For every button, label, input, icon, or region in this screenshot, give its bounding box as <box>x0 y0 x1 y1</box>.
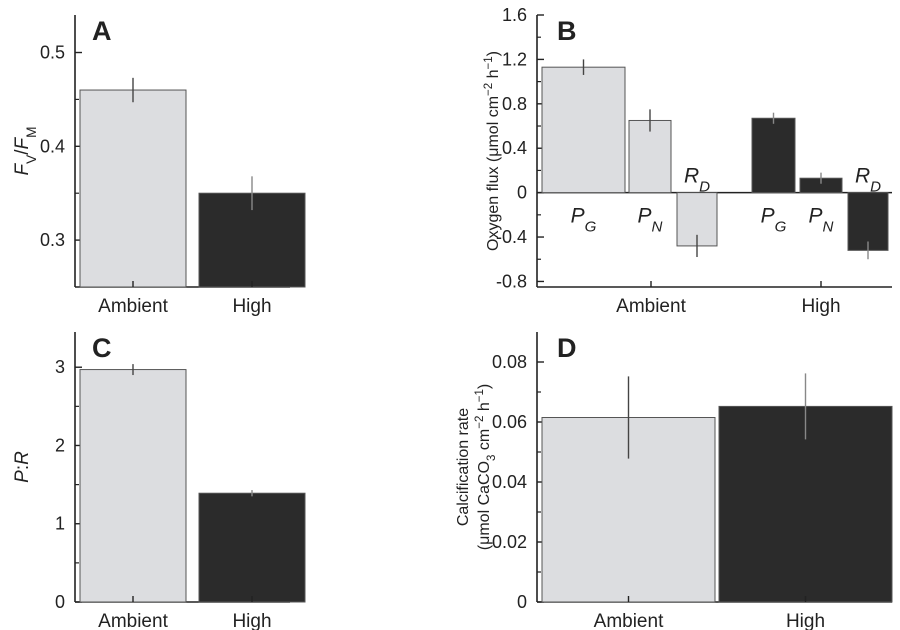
y-axis-label-part: ) <box>485 51 502 56</box>
bar-label-part: P <box>638 205 652 228</box>
bar-ambient-pg <box>541 66 626 194</box>
bar-ambient <box>79 369 187 603</box>
y-tick-label: 1 <box>55 514 65 534</box>
x-category-label: Ambient <box>98 296 168 317</box>
y-tick-label: 1.2 <box>502 49 527 69</box>
y-tick-label: -0.8 <box>496 271 527 291</box>
y-tick-label: 0.4 <box>502 138 527 158</box>
bar-label-part: G <box>775 218 787 235</box>
chart-panel-c: 0 1 2 3 C P:R Ambient High <box>12 332 306 630</box>
y-axis-label-line-part: 3 <box>486 455 498 461</box>
y-axis-label-line-part: −2 <box>474 416 486 429</box>
y-axis-label: Oxygen flux (μmol cm−2 h−1) <box>483 51 502 251</box>
chart-panel-b: -0.8 -0.4 0 0.4 0.8 1.2 1.6 B Oxygen flux (μmol … <box>483 5 892 317</box>
y-tick-label: 0.4 <box>40 136 65 156</box>
y-tick-label: 1.6 <box>502 5 527 25</box>
bar-label-part: N <box>652 218 663 235</box>
bar-label-part: P <box>809 205 823 228</box>
y-axis-label-part: P <box>12 470 33 483</box>
y-tick-label: 3 <box>55 357 65 377</box>
chart-panel-d: 0 0.02 0.04 0.06 0.08 D Calcification rate (μmo… <box>455 332 893 630</box>
y-axis-label-part: M <box>24 126 39 137</box>
bar-label-part: N <box>823 218 834 235</box>
y-axis-label-line-part: ) <box>476 384 493 389</box>
y-tick-label: 0.5 <box>40 43 65 63</box>
bar-ambient <box>79 89 187 288</box>
y-axis-label-part: Oxygen flux (μmol cm <box>485 96 502 251</box>
y-axis-label-line-part: h <box>476 402 493 415</box>
y-axis-label-line: (μmol CaCO3 cm−2 h−1) <box>474 384 498 550</box>
bar-label-part: G <box>585 218 597 235</box>
bar-label-part: R <box>855 165 870 188</box>
y-axis-label-part: F <box>12 163 33 176</box>
y-tick-label: 0.3 <box>40 230 65 250</box>
bar-label-part: D <box>699 178 710 195</box>
bar-label: RD <box>684 165 710 196</box>
bar-label: PN <box>809 205 834 236</box>
x-category-label: High <box>232 296 271 317</box>
y-tick-label: 0.08 <box>492 352 527 372</box>
x-category-label: High <box>801 296 840 317</box>
panel-letter: D <box>557 333 577 363</box>
x-category-label: Ambient <box>98 611 168 630</box>
panel-letter: A <box>92 16 112 46</box>
y-axis-label-part: R <box>12 451 33 465</box>
y-axis-label-line-part: −1 <box>474 389 486 402</box>
y-axis-label-part: −2 <box>483 83 495 96</box>
y-tick-label: 2 <box>55 435 65 455</box>
y-axis-label-line: Calcification rate <box>455 408 472 526</box>
y-axis-label-part: −1 <box>483 56 495 69</box>
y-tick-label: -0.4 <box>496 227 527 247</box>
y-tick-label: 0.8 <box>502 94 527 114</box>
x-category-label: High <box>786 611 825 630</box>
y-axis-label-part: h <box>485 69 502 82</box>
y-tick-label: 0 <box>55 592 65 612</box>
y-axis-label: P:R <box>12 451 33 483</box>
panel-letter: C <box>92 333 112 363</box>
bar-label-part: P <box>571 205 585 228</box>
y-axis-label-line-part: (μmol CaCO <box>476 461 493 550</box>
x-category-label: Ambient <box>616 296 686 317</box>
bar-label: RD <box>855 165 881 196</box>
y-axis-label-part: F <box>12 136 33 149</box>
bar-ambient-pn <box>628 119 672 194</box>
y-axis-label-part: : <box>12 465 33 470</box>
bar-label-part: P <box>761 205 775 228</box>
bar-high <box>198 492 306 603</box>
bar-label: PG <box>571 205 597 236</box>
bar-label-part: D <box>870 178 881 195</box>
y-axis-label-line-part: cm <box>476 429 493 455</box>
x-category-label: High <box>232 611 271 630</box>
y-axis-label: FV/FM <box>12 126 39 175</box>
bar-label-part: R <box>684 165 699 188</box>
y-axis-label-line-part: Calcification rate <box>455 408 472 526</box>
bar-high-pg <box>751 117 796 194</box>
panel-letter: B <box>557 16 577 46</box>
x-category-label: Ambient <box>594 611 664 630</box>
y-tick-label: 0 <box>517 183 527 203</box>
bar-high-rd <box>847 192 889 251</box>
y-tick-label: 0 <box>517 592 527 612</box>
y-axis-label-part: V <box>24 154 39 164</box>
y-tick-label: 0.02 <box>492 532 527 552</box>
y-axis-label-part: / <box>12 149 33 155</box>
bar-label: PG <box>761 205 787 236</box>
y-tick-label: 0.06 <box>492 412 527 432</box>
y-tick-label: 0.04 <box>492 472 527 492</box>
bar-label: PN <box>638 205 663 236</box>
